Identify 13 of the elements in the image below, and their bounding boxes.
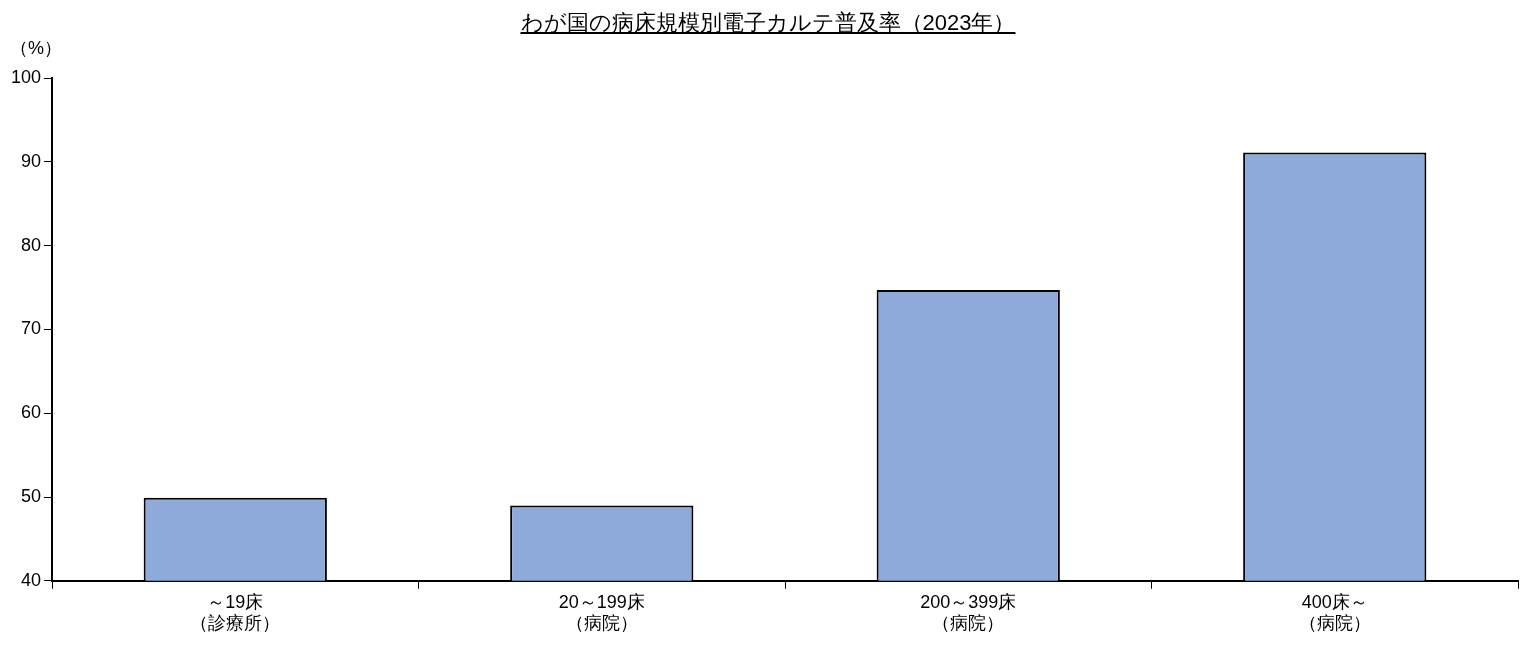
y-tick-label: 60 (21, 402, 42, 423)
y-tick-label: 70 (21, 318, 42, 339)
x-tick-label: ～19床（診療所） (190, 591, 281, 634)
x-tick-label: 200～399床（病院） (920, 591, 1017, 634)
x-tick-label: 400床～（病院） (1298, 591, 1371, 634)
y-tick-label: 50 (21, 485, 42, 506)
y-tick-label: 100 (10, 66, 42, 87)
x-tick-label: 20～199床（病院） (558, 591, 645, 634)
chart-title: わが国の病床規模別電子カルテ普及率（2023年） (519, 9, 1017, 37)
y-tick-label: 90 (21, 150, 42, 171)
y-tick-label: 80 (21, 234, 42, 255)
y-axis-title: （%） (10, 37, 63, 58)
y-tick-label: 40 (21, 569, 42, 590)
